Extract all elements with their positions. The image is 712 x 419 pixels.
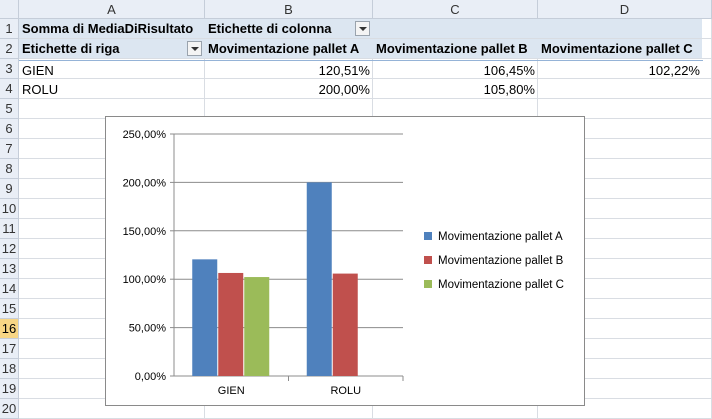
y-tick-label: 0,00% — [135, 371, 166, 383]
legend-label: Movimentazione pallet C — [438, 279, 564, 291]
grid-line — [19, 78, 712, 79]
grid-line — [19, 38, 712, 39]
x-tick-label: GIEN — [218, 385, 245, 397]
row-header-7[interactable]: 7 — [0, 139, 19, 159]
pivot-values-label[interactable]: Somma di MediaDiRisultato — [19, 19, 205, 38]
grid-line — [19, 98, 712, 99]
row-header-4[interactable]: 4 — [0, 79, 19, 99]
row-header-8[interactable]: 8 — [0, 159, 19, 179]
pivot-row-labels-header[interactable]: Etichette di riga — [19, 39, 205, 58]
row-header-10[interactable]: 10 — [0, 199, 19, 219]
row-header-20[interactable]: 20 — [0, 399, 19, 419]
pivot-col-header-a[interactable]: Movimentazione pallet A — [205, 39, 373, 58]
column-header-c[interactable]: C — [373, 0, 538, 19]
bar — [244, 277, 270, 376]
bar — [192, 259, 218, 376]
row-header-12[interactable]: 12 — [0, 239, 19, 259]
pivot-value-cell[interactable]: 200,00% — [318, 82, 370, 97]
pivot-column-labels-header[interactable]: Etichette di colonna — [205, 19, 373, 38]
row-header-1[interactable]: 1 — [0, 19, 19, 39]
y-tick-label: 100,00% — [123, 274, 167, 286]
y-tick-label: 250,00% — [123, 129, 167, 141]
column-filter-dropdown[interactable] — [355, 21, 370, 36]
row-header-18[interactable]: 18 — [0, 359, 19, 379]
row-header-3[interactable]: 3 — [0, 59, 19, 79]
pivot-value-cell[interactable]: 105,80% — [483, 82, 535, 97]
bar — [218, 272, 244, 376]
row-header-16[interactable]: 16 — [0, 319, 19, 339]
legend-swatch — [424, 256, 432, 264]
legend-label: Movimentazione pallet A — [438, 231, 563, 243]
row-header-9[interactable]: 9 — [0, 179, 19, 199]
pivot-value-cell[interactable]: 106,45% — [373, 60, 538, 79]
chart-plot: 0,00% 50,00% 100,00% 150,00% 200,00% 250,00% G… — [123, 129, 564, 397]
row-header-17[interactable]: 17 — [0, 339, 19, 359]
y-tick-label: 200,00% — [123, 177, 167, 189]
column-header-d[interactable]: D — [538, 0, 712, 19]
row-header-2[interactable]: 2 — [0, 39, 19, 59]
pivot-value-cell[interactable] — [538, 80, 703, 99]
row-header-6[interactable]: 6 — [0, 119, 19, 139]
legend-label: Movimentazione pallet B — [438, 255, 564, 267]
select-all-corner[interactable] — [0, 0, 19, 19]
pivot-row-label[interactable]: GIEN — [19, 60, 205, 79]
row-header-11[interactable]: 11 — [0, 219, 19, 239]
legend-swatch — [424, 232, 432, 240]
column-header-a[interactable]: A — [19, 0, 205, 19]
pivot-col-header-b[interactable]: Movimentazione pallet B — [373, 39, 538, 58]
row-filter-dropdown[interactable] — [187, 41, 202, 56]
pivot-col-header-c[interactable]: Movimentazione pallet C — [538, 39, 702, 58]
row-header-19[interactable]: 19 — [0, 379, 19, 399]
row-header-15[interactable]: 15 — [0, 299, 19, 319]
column-header-b[interactable]: B — [205, 0, 373, 19]
row-header-5[interactable]: 5 — [0, 99, 19, 119]
bar — [332, 273, 358, 376]
grid-line — [19, 58, 712, 59]
bar — [306, 182, 332, 376]
pivot-value-cell[interactable]: 120,51% — [205, 60, 373, 79]
y-tick-label: 150,00% — [123, 226, 167, 238]
y-tick-label: 50,00% — [129, 323, 167, 335]
pivot-chart[interactable]: 0,00% 50,00% 100,00% 150,00% 200,00% 250,00% G… — [105, 116, 585, 406]
pivot-value-cell[interactable]: 102,22% — [538, 60, 703, 79]
row-header-14[interactable]: 14 — [0, 279, 19, 299]
row-header-13[interactable]: 13 — [0, 259, 19, 279]
x-tick-label: ROLU — [330, 385, 361, 397]
pivot-empty-cell[interactable] — [373, 19, 538, 38]
legend-swatch — [424, 280, 432, 288]
pivot-empty-cell[interactable] — [538, 19, 702, 38]
pivot-row-label[interactable]: ROLU — [22, 82, 59, 97]
